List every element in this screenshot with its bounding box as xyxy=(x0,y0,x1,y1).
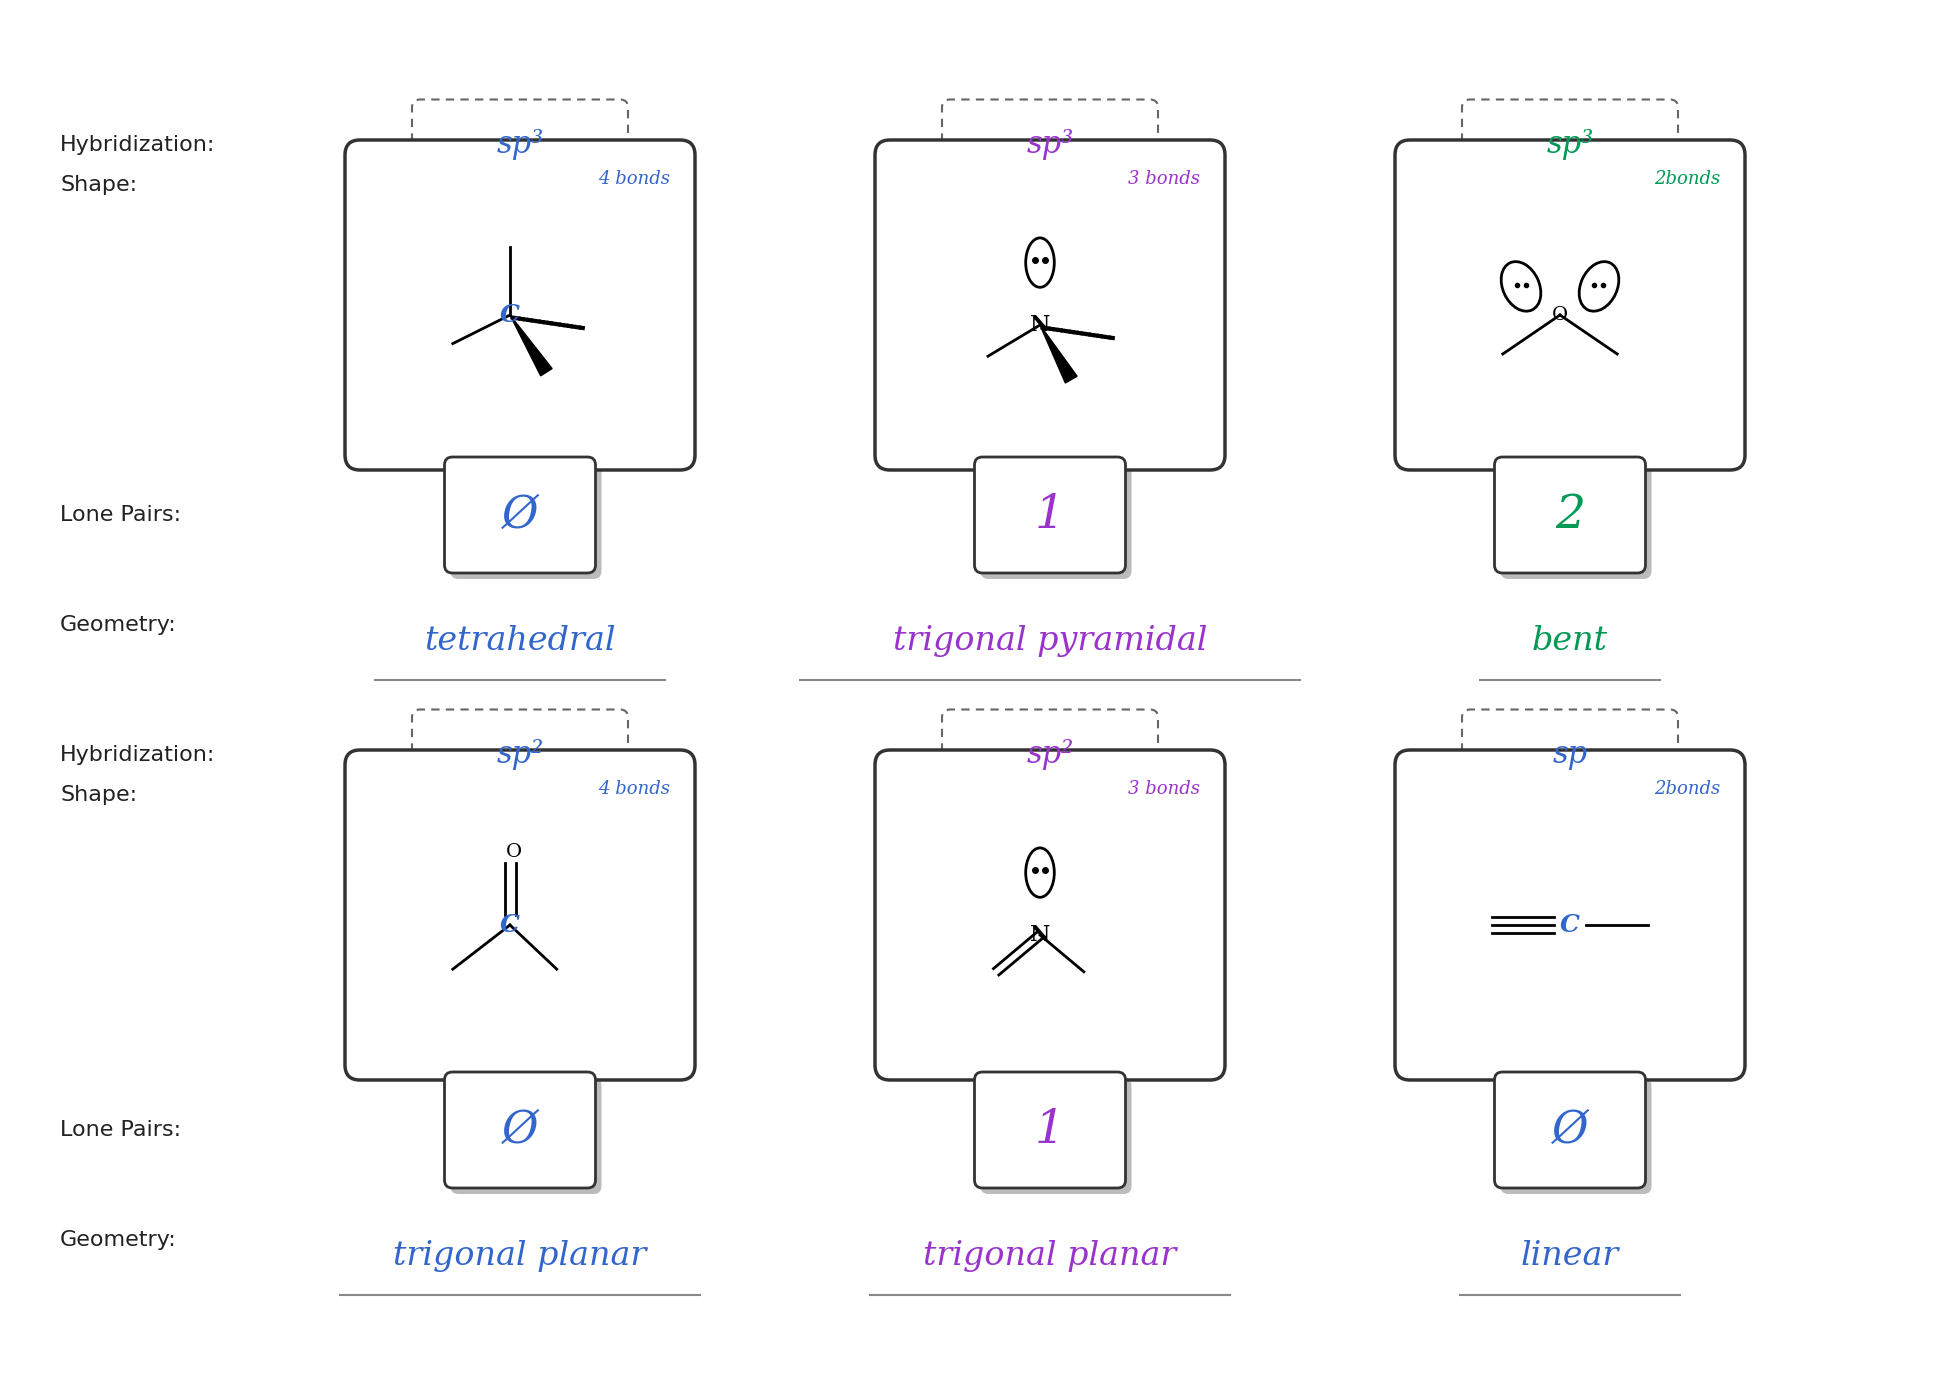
Text: Geometry:: Geometry: xyxy=(60,1230,177,1250)
Text: 2bonds: 2bonds xyxy=(1653,170,1720,188)
Text: O: O xyxy=(505,843,523,861)
FancyBboxPatch shape xyxy=(1395,140,1745,470)
Text: C: C xyxy=(1560,912,1580,937)
FancyBboxPatch shape xyxy=(412,710,628,801)
Text: Lone Pairs:: Lone Pairs: xyxy=(60,505,181,525)
FancyBboxPatch shape xyxy=(346,751,696,1080)
FancyBboxPatch shape xyxy=(1500,1078,1652,1194)
FancyBboxPatch shape xyxy=(981,463,1131,579)
Ellipse shape xyxy=(1502,262,1541,311)
Text: N: N xyxy=(1030,923,1049,946)
FancyBboxPatch shape xyxy=(1461,99,1679,191)
Text: trigonal pyramidal: trigonal pyramidal xyxy=(894,625,1207,657)
FancyBboxPatch shape xyxy=(874,140,1224,470)
Text: Ø: Ø xyxy=(501,1109,538,1152)
FancyBboxPatch shape xyxy=(975,458,1125,573)
Text: Ø: Ø xyxy=(501,494,538,537)
Text: trigonal planar: trigonal planar xyxy=(923,1240,1177,1272)
FancyBboxPatch shape xyxy=(445,1071,595,1189)
Text: 4 bonds: 4 bonds xyxy=(598,780,670,798)
Polygon shape xyxy=(509,315,552,375)
FancyBboxPatch shape xyxy=(346,140,696,470)
Text: C: C xyxy=(499,303,521,326)
FancyBboxPatch shape xyxy=(981,1078,1131,1194)
FancyBboxPatch shape xyxy=(1500,463,1652,579)
Text: Geometry:: Geometry: xyxy=(60,615,177,635)
Text: linear: linear xyxy=(1521,1240,1619,1272)
FancyBboxPatch shape xyxy=(1395,751,1745,1080)
Text: O: O xyxy=(1552,306,1568,324)
Text: Shape:: Shape: xyxy=(60,785,138,805)
Text: Ø: Ø xyxy=(1552,1109,1587,1152)
Text: Hybridization:: Hybridization: xyxy=(60,135,216,155)
FancyBboxPatch shape xyxy=(942,99,1158,191)
Text: Lone Pairs:: Lone Pairs: xyxy=(60,1120,181,1140)
FancyBboxPatch shape xyxy=(451,463,602,579)
Text: 2: 2 xyxy=(1554,492,1585,537)
Text: 4 bonds: 4 bonds xyxy=(598,170,670,188)
Text: 2bonds: 2bonds xyxy=(1653,780,1720,798)
Text: bent: bent xyxy=(1531,625,1609,657)
Text: sp²: sp² xyxy=(1026,739,1074,770)
Text: tetrahedral: tetrahedral xyxy=(424,625,616,657)
Text: trigonal planar: trigonal planar xyxy=(392,1240,647,1272)
Text: 3 bonds: 3 bonds xyxy=(1129,170,1201,188)
FancyBboxPatch shape xyxy=(412,99,628,191)
Text: sp³: sp³ xyxy=(495,130,544,160)
Text: sp²: sp² xyxy=(495,739,544,770)
FancyBboxPatch shape xyxy=(975,1071,1125,1189)
FancyBboxPatch shape xyxy=(445,458,595,573)
FancyBboxPatch shape xyxy=(874,751,1224,1080)
Text: 1: 1 xyxy=(1036,1108,1065,1152)
Text: sp: sp xyxy=(1552,739,1587,770)
FancyBboxPatch shape xyxy=(1494,1071,1646,1189)
Text: 3 bonds: 3 bonds xyxy=(1129,780,1201,798)
Text: N: N xyxy=(1030,314,1049,336)
FancyBboxPatch shape xyxy=(1461,710,1679,801)
Ellipse shape xyxy=(1026,848,1055,897)
Text: C: C xyxy=(499,912,521,937)
FancyBboxPatch shape xyxy=(1494,458,1646,573)
Text: 1: 1 xyxy=(1036,492,1065,537)
Text: sp³: sp³ xyxy=(1547,130,1593,160)
Text: Hybridization:: Hybridization: xyxy=(60,745,216,764)
Polygon shape xyxy=(1040,325,1076,384)
Text: sp³: sp³ xyxy=(1026,130,1074,160)
FancyBboxPatch shape xyxy=(451,1078,602,1194)
Ellipse shape xyxy=(1026,239,1055,287)
Ellipse shape xyxy=(1580,262,1619,311)
Text: Shape:: Shape: xyxy=(60,174,138,195)
FancyBboxPatch shape xyxy=(942,710,1158,801)
